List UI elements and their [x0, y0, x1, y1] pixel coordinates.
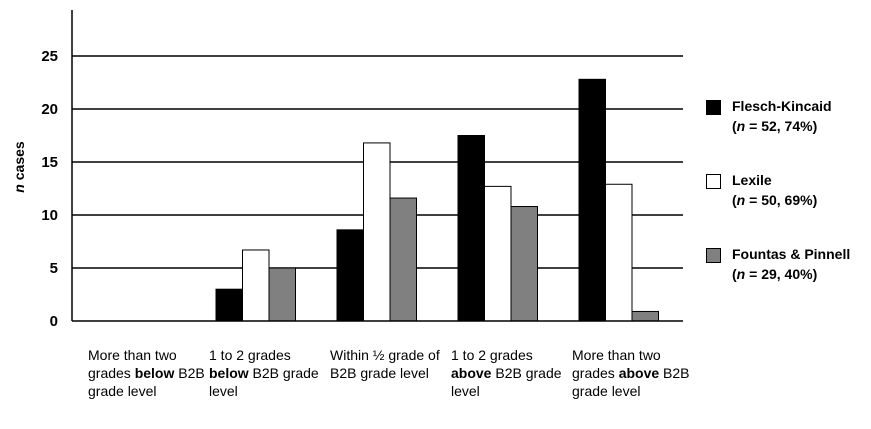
bar-lexile-2 — [242, 249, 270, 322]
legend: Flesch-Kincaid (n = 52, 74%) Lexile (n =… — [706, 96, 871, 318]
x-category-label-5: More than two grades above B2B grade lev… — [572, 347, 690, 399]
y-tick-label-15: 15 — [41, 154, 58, 171]
legend-swatch-lexile — [706, 174, 721, 189]
y-tick-label-0: 0 — [50, 313, 58, 330]
axes — [71, 10, 683, 322]
x-category-label-3: Within ½ grade of B2B grade level — [330, 347, 440, 381]
bar-lexile-3 — [363, 142, 391, 322]
y-tick-label-20: 20 — [41, 101, 58, 118]
bar-flesch-kincaid-4 — [457, 135, 485, 322]
legend-item-flesch-kincaid: Flesch-Kincaid (n = 52, 74%) — [706, 96, 871, 170]
y-tick-label-10: 10 — [41, 207, 58, 224]
legend-stat-flesch-kincaid: (n = 52, 74%) — [732, 118, 818, 134]
y-tick-label-25: 25 — [41, 48, 58, 65]
bar-lexile-5 — [605, 183, 633, 322]
bar-fountas-pinnell-4 — [510, 206, 538, 322]
bar-lexile-4 — [484, 185, 512, 322]
legend-item-lexile: Lexile (n = 50, 69%) — [706, 170, 871, 244]
legend-stat-lexile: (n = 50, 69%) — [732, 192, 818, 208]
legend-stat-fountas-pinnell: (n = 29, 40%) — [732, 266, 818, 282]
legend-swatch-flesch-kincaid — [706, 100, 721, 115]
legend-label-lexile: Lexile — [732, 172, 772, 188]
bars — [215, 78, 659, 322]
legend-item-fountas-pinnell: Fountas & Pinnell (n = 29, 40%) — [706, 244, 871, 318]
bar-flesch-kincaid-2 — [215, 288, 243, 322]
y-tick-labels: 0 5 10 15 20 25 — [41, 48, 58, 330]
legend-label-fountas-pinnell: Fountas & Pinnell — [732, 246, 851, 262]
legend-swatch-fountas-pinnell — [706, 248, 721, 263]
bar-flesch-kincaid-3 — [336, 229, 364, 322]
bar-flesch-kincaid-5 — [578, 78, 606, 322]
bar-fountas-pinnell-3 — [389, 197, 417, 322]
y-axis-label: n cases — [11, 141, 27, 193]
bar-fountas-pinnell-5 — [631, 310, 659, 322]
x-category-label-2: 1 to 2 grades below B2B grade level — [209, 347, 319, 399]
x-category-label-4: 1 to 2 grades above B2B grade level — [451, 347, 562, 399]
legend-label-flesch-kincaid: Flesch-Kincaid — [732, 98, 832, 114]
x-category-label-1: More than two grades below B2B grade lev… — [88, 347, 205, 399]
bar-fountas-pinnell-2 — [268, 267, 296, 322]
y-tick-label-5: 5 — [50, 260, 58, 277]
